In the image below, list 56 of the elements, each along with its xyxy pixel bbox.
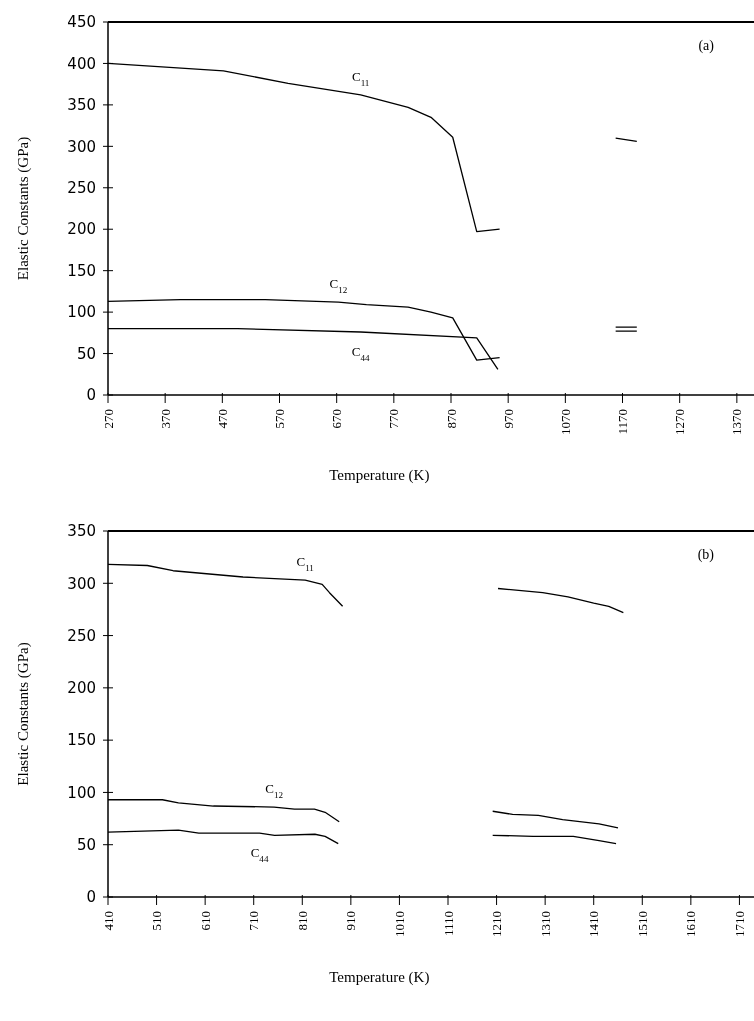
x-tick-label: 510	[149, 911, 165, 931]
y-tick-label: 200	[67, 220, 96, 239]
x-tick-label: 770	[386, 409, 402, 429]
y-axis-title: Elastic Constants (GPa)	[15, 642, 32, 786]
x-tick-label: 1710	[731, 911, 747, 937]
x-tick-label: 1610	[683, 911, 699, 937]
y-tick-label: 150	[67, 731, 96, 750]
y-tick-label: 150	[67, 261, 96, 280]
y-tick-label: 250	[67, 179, 96, 198]
annotation: (a)	[698, 38, 715, 54]
series-label: C$_{44}$	[250, 845, 269, 865]
y-tick-label: 0	[86, 386, 96, 405]
x-tick-label: 610	[197, 911, 213, 931]
y-tick-label: 350	[67, 96, 96, 115]
y-tick-label: 250	[67, 626, 96, 645]
x-tick-label: 570	[272, 409, 288, 429]
x-tick-label: 810	[294, 911, 310, 931]
x-tick-label: 1270	[672, 409, 688, 435]
x-tick-label: 1010	[391, 911, 407, 937]
x-tick-label: 910	[343, 911, 359, 931]
x-tick-label: 1370	[729, 409, 745, 435]
y-tick-label: 50	[76, 835, 96, 854]
x-tick-label: 710	[246, 911, 262, 931]
x-axis-title: Temperature (K)	[329, 467, 430, 484]
x-tick-label: 1170	[615, 409, 631, 435]
series-label: C$_{12}$	[329, 276, 348, 296]
x-tick-label: 370	[157, 409, 173, 429]
x-tick-label: 470	[214, 409, 230, 429]
annotation: (b)	[697, 547, 715, 563]
x-tick-label: 1210	[489, 911, 505, 937]
x-tick-label: 1110	[440, 911, 456, 937]
y-axis-title: Elastic Constants (GPa)	[15, 136, 32, 281]
y-tick-label: 350	[67, 522, 96, 541]
y-tick-label: 300	[67, 574, 96, 593]
y-tick-label: 200	[67, 679, 96, 698]
series-label: C$_{11}$	[351, 68, 370, 88]
y-tick-label: 100	[67, 783, 96, 802]
x-tick-label: 1410	[586, 911, 602, 937]
x-tick-label: 670	[329, 409, 345, 429]
y-tick-label: 100	[67, 303, 96, 322]
x-tick-label: 970	[500, 409, 516, 429]
y-tick-label: 0	[86, 888, 96, 907]
x-tick-label: 1310	[537, 911, 553, 937]
series-label: C$_{44}$	[351, 344, 371, 363]
y-tick-label: 300	[67, 137, 96, 156]
y-tick-label: 50	[76, 344, 96, 363]
y-tick-label: 450	[67, 13, 96, 32]
x-tick-label: 1510	[634, 911, 650, 937]
series-label: C$_{12}$	[265, 781, 284, 801]
x-tick-label: 870	[443, 409, 459, 429]
series-label: C$_{11}$	[296, 554, 314, 574]
x-tick-label: 410	[100, 911, 116, 931]
y-tick-label: 400	[67, 54, 96, 73]
x-axis-title: Temperature (K)	[329, 969, 430, 986]
x-tick-label: 1070	[557, 409, 573, 435]
x-tick-label: 270	[100, 409, 116, 429]
